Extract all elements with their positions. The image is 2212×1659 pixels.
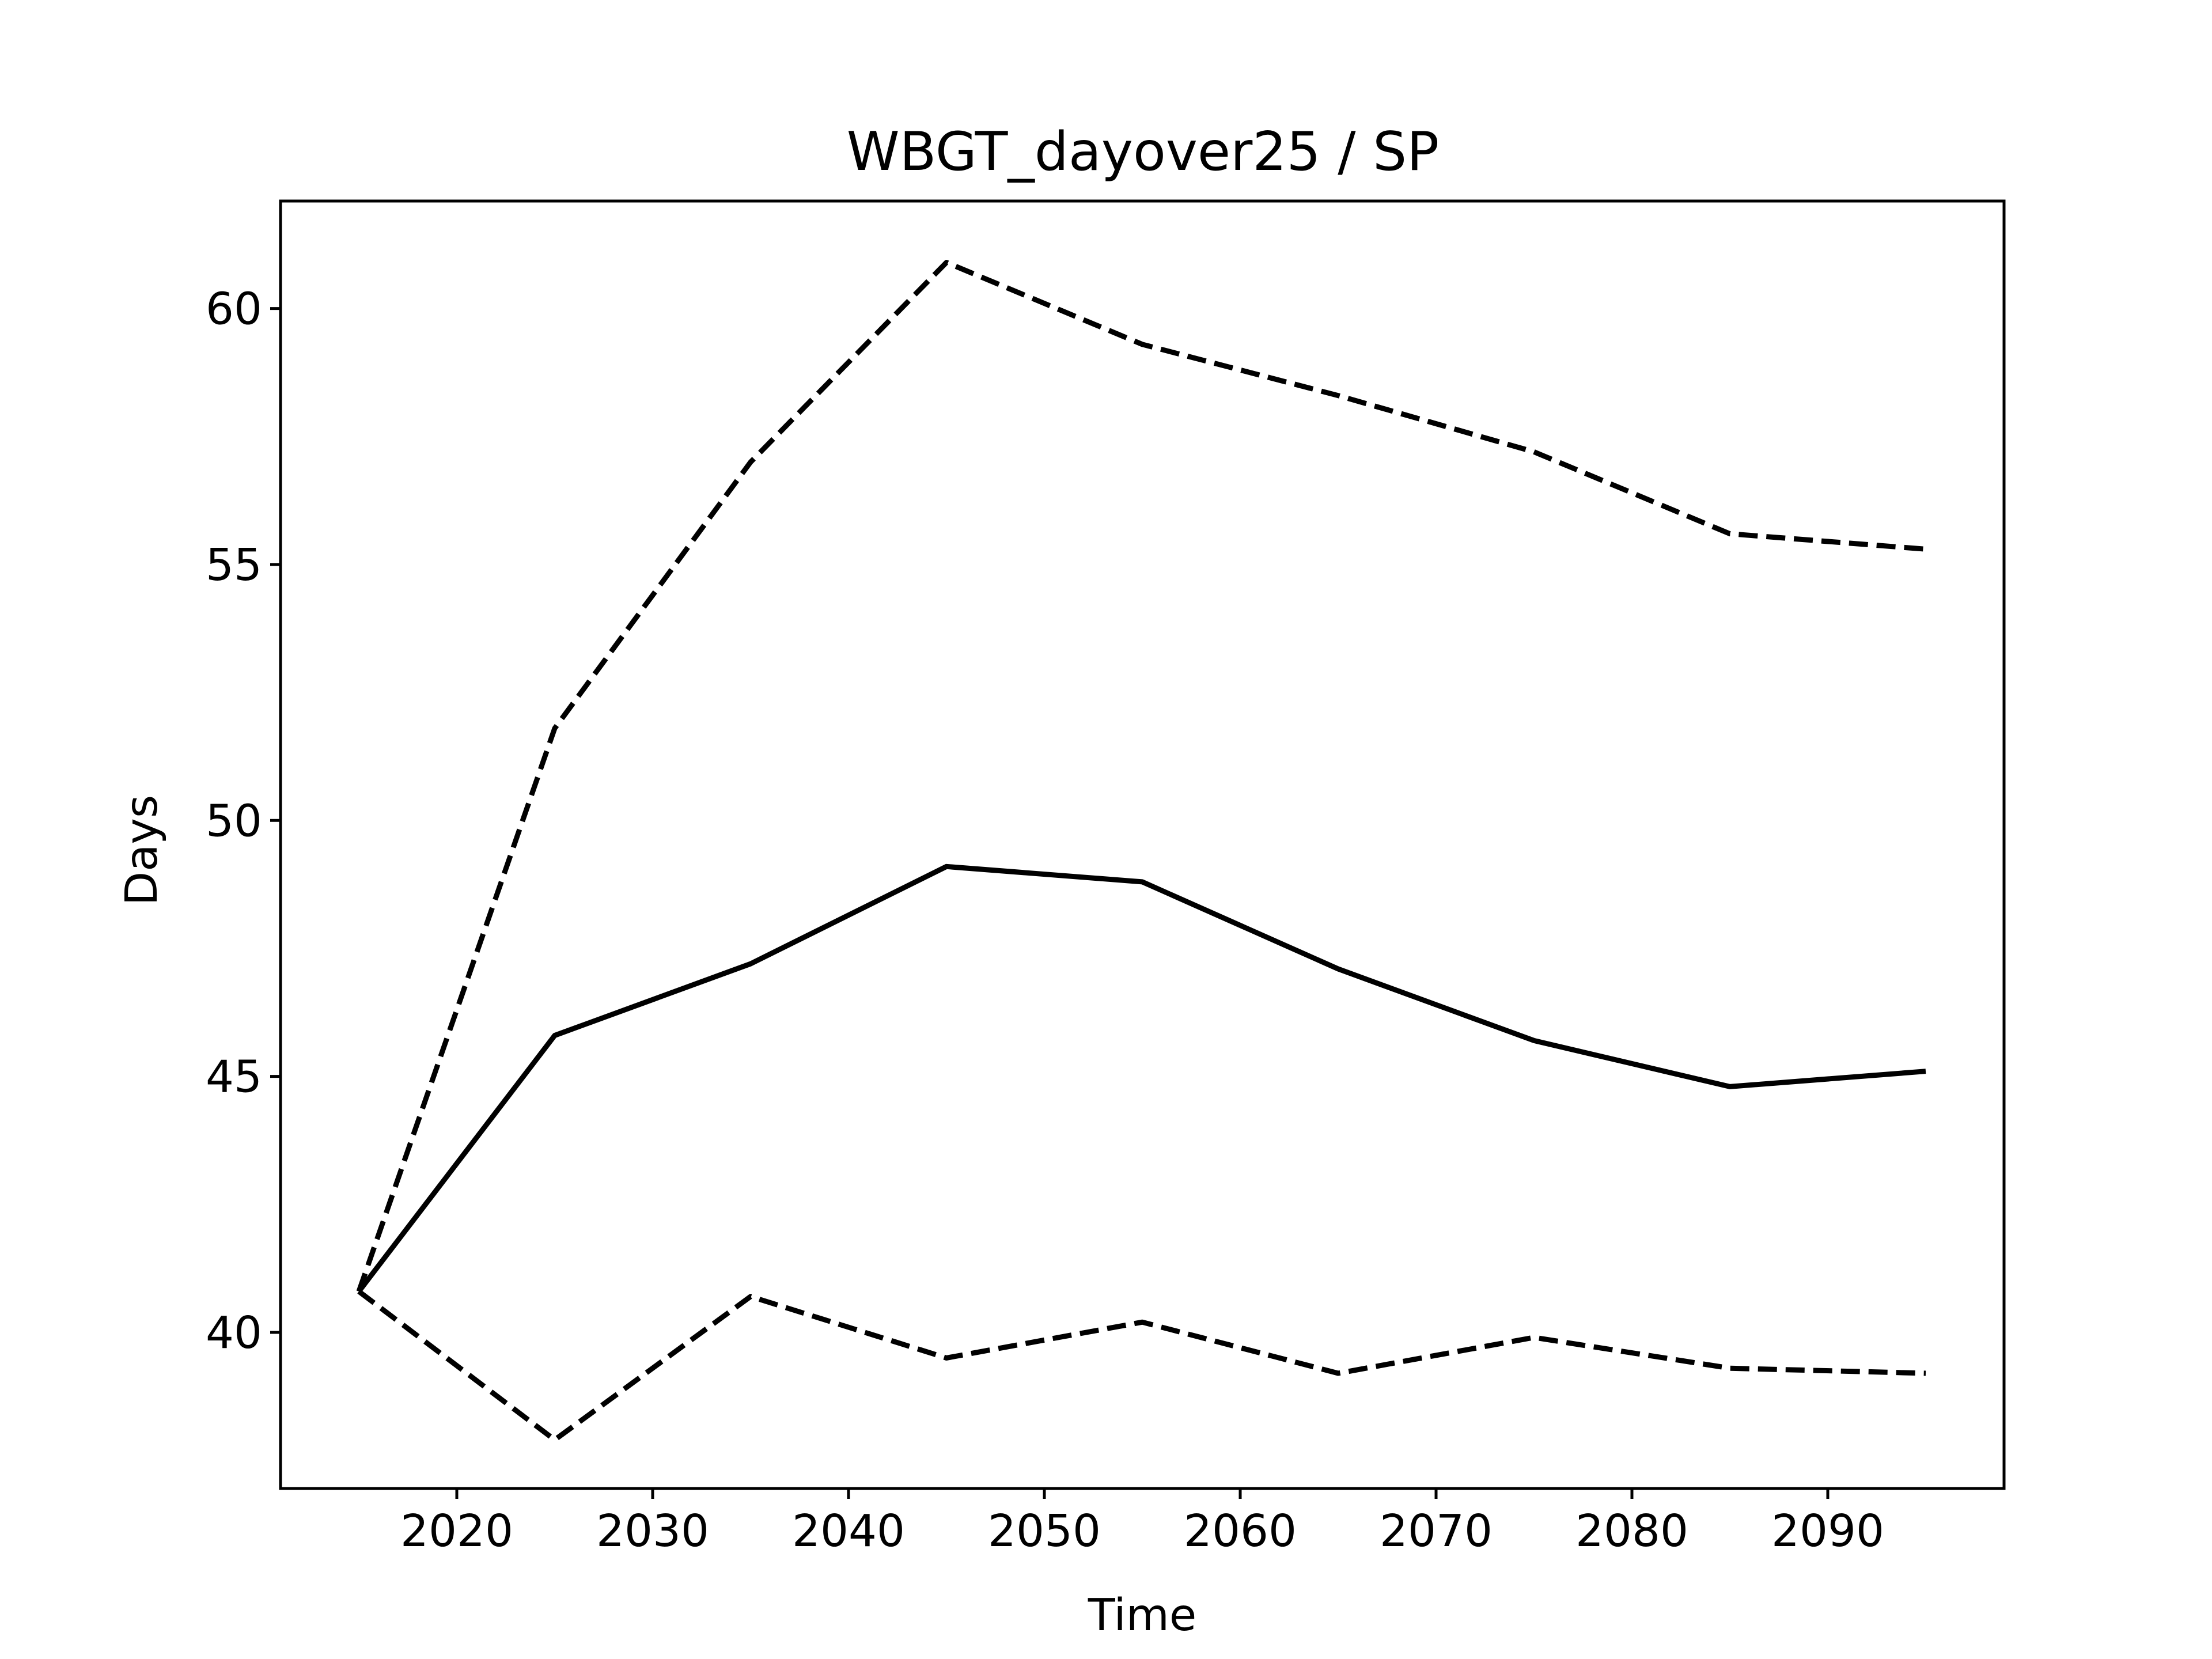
x-tick-label: 2040 [792, 1506, 905, 1557]
x-tick-label: 2020 [400, 1506, 513, 1557]
series-line-2-dashed [356, 260, 1926, 1293]
chart-title: WBGT_dayover25 / SP [847, 120, 1440, 183]
y-tick-label: 50 [206, 796, 262, 847]
x-tick-label: 2030 [596, 1506, 709, 1557]
x-axis-ticks: 2020 2030 2040 2050 2060 2070 2080 2090 [400, 1488, 1884, 1557]
x-tick-label: 2070 [1380, 1506, 1493, 1557]
y-tick-label: 40 [206, 1308, 262, 1359]
series-layer [356, 260, 1926, 1443]
plot-frame [279, 199, 2006, 1490]
series-line-3-dashed [357, 1289, 1926, 1443]
y-tick-label: 60 [206, 284, 262, 335]
y-axis-label: Days [116, 795, 168, 906]
x-tick-label: 2080 [1575, 1506, 1688, 1557]
x-tick-label: 2050 [988, 1506, 1101, 1557]
x-tick-label: 2060 [1184, 1506, 1297, 1557]
y-tick-label: 55 [206, 540, 262, 591]
x-axis-label: Time [1088, 1590, 1196, 1641]
y-axis-ticks: 40 45 50 55 60 [206, 284, 281, 1359]
x-tick-label: 2090 [1771, 1506, 1884, 1557]
y-tick-label: 45 [206, 1052, 262, 1103]
series-line-1-solid [357, 863, 1926, 1293]
